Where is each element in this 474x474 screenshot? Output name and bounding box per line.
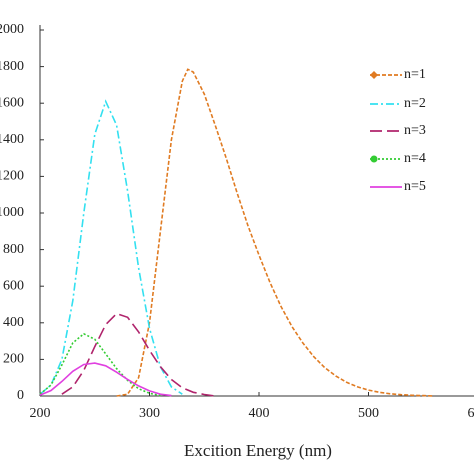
y-tick-label: 1600 [0,95,24,110]
x-axis-label: Excition Energy (nm) [184,441,332,460]
x-tick-label: 200 [30,406,51,421]
y-tick-label: 0 [17,388,24,403]
series-line [61,312,216,397]
y-tick-label: 200 [3,352,24,367]
y-tick-label: 1800 [0,59,24,74]
legend-label: n=1 [404,67,426,82]
y-tick-label: 400 [3,315,24,330]
legend-label: n=2 [404,96,426,111]
legend-marker [370,71,378,79]
y-tick-label: 1200 [0,169,24,184]
series-line [39,362,172,397]
y-tick-label: 1000 [0,205,24,220]
x-tick-label: 500 [358,406,379,421]
y-tick-label: 600 [3,278,24,293]
legend-label: n=3 [404,123,426,138]
y-tick-label: 2000 [0,22,24,37]
x-tick-label: 400 [249,406,270,421]
legend-label: n=4 [404,151,426,166]
y-tick-label: 1400 [0,132,24,147]
series-line [39,332,161,397]
legend-label: n=5 [404,179,426,194]
series-line [39,99,183,395]
y-tick-label: 800 [3,242,24,257]
legend-marker [370,155,378,163]
series-line [116,68,435,397]
x-tick-label: 300 [139,406,160,421]
x-tick-label: 600 [468,406,474,421]
